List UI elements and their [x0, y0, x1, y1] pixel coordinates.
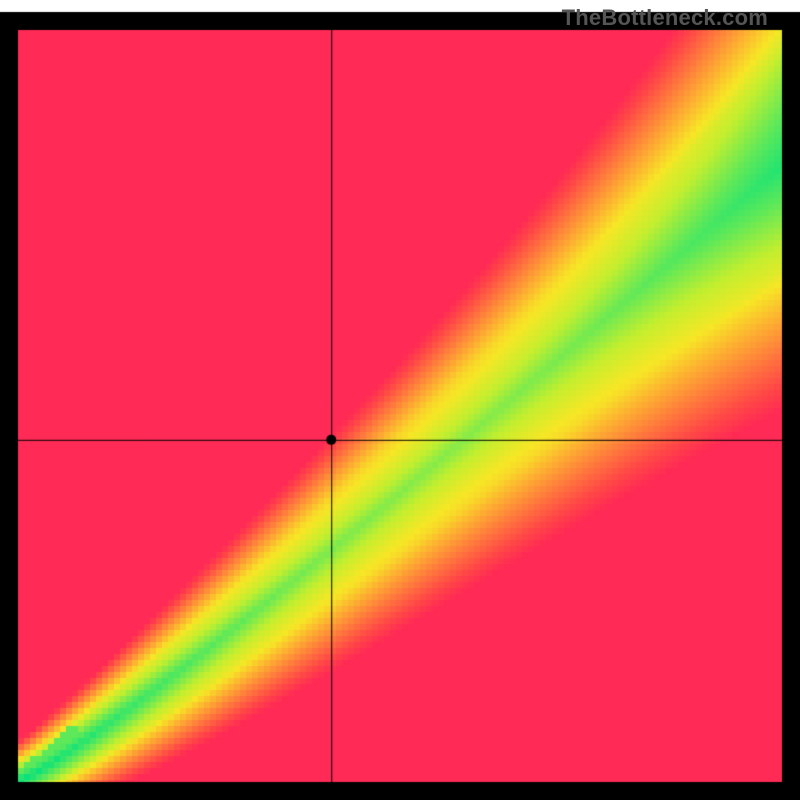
chart-container: TheBottleneck.com	[0, 0, 800, 800]
watermark-text: TheBottleneck.com	[562, 5, 768, 31]
bottleneck-heatmap	[0, 0, 800, 800]
